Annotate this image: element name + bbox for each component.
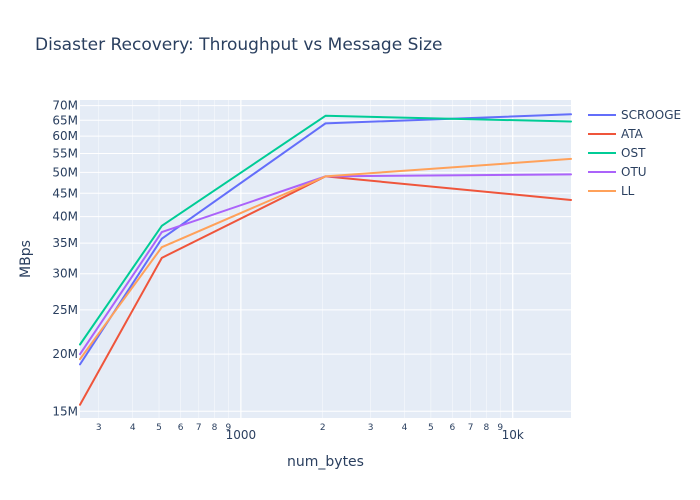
y-tick-label: 70M (52, 99, 78, 113)
legend-item-scrooge[interactable]: SCROOGE (588, 108, 681, 122)
y-tick-label: 40M (52, 210, 78, 224)
y-tick-label: 35M (52, 236, 78, 250)
x-minor-tick-label: 8 (483, 423, 489, 433)
y-tick-label: 25M (52, 303, 78, 317)
x-minor-tick-label: 6 (178, 423, 184, 433)
x-minor-tick-label: 9 (497, 423, 503, 433)
legend-item-ll[interactable]: LL (588, 184, 635, 198)
series-line-ata (79, 175, 572, 406)
y-axis-title: MBps (18, 240, 34, 278)
legend[interactable]: SCROOGE ATA OST OTU LL (588, 108, 681, 198)
legend-label: SCROOGE (621, 108, 681, 122)
legend-item-ost[interactable]: OST (588, 146, 646, 160)
legend-label: ATA (621, 127, 644, 141)
legend-label: OTU (621, 165, 647, 179)
x-minor-tick-label: 3 (96, 423, 102, 433)
x-minor-tick-label: 7 (468, 423, 474, 433)
y-tick-label: 55M (52, 146, 78, 160)
x-minor-tick-label: 6 (450, 423, 456, 433)
x-major-tick-label: 10k (502, 428, 524, 442)
x-minor-tick-label: 9 (226, 423, 232, 433)
y-tick-label: 50M (52, 165, 78, 179)
x-minor-tick-label: 4 (130, 423, 136, 433)
y-tick-label: 45M (52, 186, 78, 200)
legend-label: OST (621, 146, 646, 160)
chart-title: Disaster Recovery: Throughput vs Message… (35, 35, 442, 55)
x-minor-tick-label: 3 (368, 423, 374, 433)
x-minor-tick-label: 5 (428, 423, 434, 433)
series-line-ost (79, 114, 572, 346)
x-minor-tick-label: 5 (156, 423, 162, 433)
legend-item-ata[interactable]: ATA (588, 127, 644, 141)
x-minor-tick-label: 7 (196, 423, 202, 433)
x-minor-tick-label: 8 (212, 423, 218, 433)
legend-label: LL (621, 184, 635, 198)
x-major-tick-label: 1000 (226, 428, 257, 442)
y-tick-label: 65M (52, 113, 78, 127)
x-minor-tick-label: 2 (320, 423, 326, 433)
x-minor-tick-label: 4 (402, 423, 408, 433)
y-tick-label: 15M (52, 404, 78, 418)
legend-item-otu[interactable]: OTU (588, 165, 647, 179)
y-tick-label: 20M (52, 347, 78, 361)
series-layer (79, 113, 572, 406)
gridlines (80, 100, 571, 418)
y-tick-label: 30M (52, 267, 78, 281)
series-line-ll (79, 157, 572, 361)
x-axis-title: num_bytes (287, 454, 364, 470)
series-line-otu (79, 173, 572, 356)
y-tick-label: 60M (52, 129, 78, 143)
